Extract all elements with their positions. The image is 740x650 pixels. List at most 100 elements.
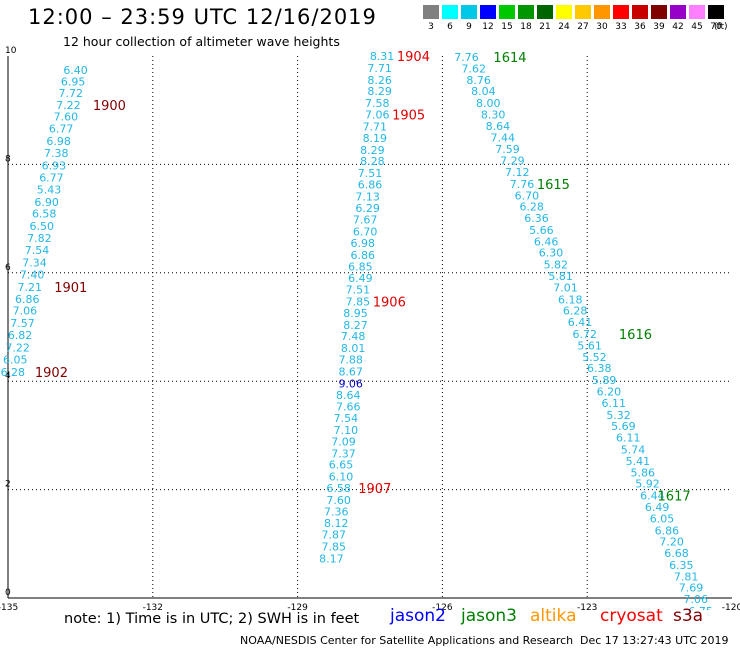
wave-height-value: 6.77 [49,123,74,136]
satellite-legend-s3a: s3a [673,606,704,626]
color-scale-label: 6 [447,22,453,32]
x-tick-label: -126 [432,603,453,610]
wave-height-value: 7.44 [490,131,515,144]
wave-height-value: 6.35 [669,559,694,572]
wave-height-value: 6.72 [573,328,598,341]
wave-height-value: 7.21 [17,281,42,294]
wave-height-value: 7.58 [365,97,390,110]
time-annotation: 1615 [537,178,570,193]
color-scale-swatch [518,5,534,19]
color-scale-label: 12 [482,22,494,32]
wave-height-value: 7.10 [334,424,359,437]
wave-height-value: 7.22 [5,342,30,355]
wave-height-value: 6.49 [348,272,373,285]
wave-height-value: 6.11 [601,397,626,410]
wave-height-value: 6.86 [351,249,376,262]
wave-height-value: 7.66 [336,401,361,414]
color-scale-swatch [537,5,553,19]
wave-height-value: 8.01 [341,342,366,355]
wave-height-value: 6.86 [15,293,40,306]
wave-height-value: 8.30 [481,109,506,122]
x-tick-label: -123 [577,603,597,610]
wave-height-value: 7.36 [324,505,349,518]
wave-height-value: 6.86 [358,178,383,191]
time-annotation: 1905 [392,109,425,124]
color-scale-swatch [499,5,515,19]
y-tick-label: 10 [5,46,17,56]
wave-height-value: 5.92 [635,478,660,491]
y-tick-label: 8 [5,154,11,164]
wave-height-value: 6.28 [519,201,544,214]
wave-height-value: 5.89 [592,374,617,387]
wave-height-value: 6.44 [640,490,665,503]
time-annotation: 1901 [54,281,87,296]
wave-height-value: 7.71 [367,62,392,75]
wave-height-value: 8.76 [466,74,491,87]
color-scale-label: 9 [466,22,472,32]
wave-height-value: 5.82 [544,259,569,272]
color-scale-label: 33 [615,22,627,32]
wave-height-value: 6.41 [568,316,593,329]
color-scale-swatch [689,5,705,19]
color-scale-swatch [708,5,724,19]
wave-height-value: 6.70 [515,189,540,202]
wave-height-value: 6.46 [534,235,559,248]
wave-height-value: 8.00 [476,97,501,110]
wave-height-value: 6.28 [1,366,26,379]
wave-height-value: 7.01 [553,281,578,294]
wave-height-value: 6.05 [3,354,28,367]
wave-height-value: 9.06 [338,377,363,390]
wave-height-value: 7.60 [54,111,79,124]
wave-height-value: 8.19 [363,132,388,145]
color-scale-label: 27 [577,22,589,32]
wave-height-value: 7.09 [331,435,356,448]
wave-height-value: 5.66 [529,224,554,237]
wave-height-value: 7.06 [365,109,390,122]
wave-height-value: 6.49 [645,501,670,514]
wave-height-value: 7.76 [510,178,535,191]
satellite-legend-jason3: jason3 [461,606,517,626]
wave-height-value: 7.85 [322,541,347,554]
wave-height-value: 5.86 [630,466,655,479]
time-annotation: 1902 [35,366,68,381]
note-text: note: 1) Time is in UTC; 2) SWH is in fe… [64,611,360,627]
color-scale-label: 30 [596,22,608,32]
color-scale-swatch [594,5,610,19]
wave-height-value: 7.71 [363,120,388,133]
time-annotation: 1904 [397,50,430,65]
wave-height-value: 5.41 [626,455,651,468]
wave-height-value: 6.90 [34,196,59,209]
color-scale-swatch [651,5,667,19]
wave-height-value: 6.65 [329,459,354,472]
color-scale-label: 42 [672,22,684,32]
wave-height-value: 7.29 [500,155,525,168]
wave-height-value: 6.28 [563,305,588,318]
wave-height-value: 6.98 [351,237,376,250]
wave-height-value: 6.86 [655,524,680,537]
wave-height-value: 5.43 [37,183,62,196]
wave-height-value: 8.29 [367,85,392,98]
x-tick-label: -135 [0,603,18,610]
wave-height-value: 7.51 [346,284,371,297]
wave-height-value: 7.48 [341,330,366,343]
time-annotation: 1900 [93,99,126,114]
wave-height-value: 7.88 [338,354,363,367]
wave-height-value: 5.32 [606,409,631,422]
wave-height-value: 6.93 [42,159,67,172]
wave-height-value: 6.50 [30,220,55,233]
wave-height-value: 6.95 [61,75,86,88]
wave-height-value: 6.29 [355,202,380,215]
wave-height-value: 7.22 [56,99,81,112]
wave-height-value: 6.10 [329,471,354,484]
color-scale-swatch [575,5,591,19]
color-scale-label: 39 [653,22,665,32]
chart-subtitle: 12 hour collection of altimeter wave hei… [63,34,340,49]
wave-height-value: 8.17 [319,552,344,565]
wave-height-value: 7.37 [331,447,356,460]
satellite-legend-altika: altika [530,606,577,626]
wave-height-value: 8.12 [324,517,349,530]
color-scale-label: 70 [710,22,722,32]
wave-height-plot: -135-132-129-126-123-12002468106.406.957… [0,46,740,610]
time-annotation: 1906 [373,296,406,311]
wave-height-value: 7.38 [44,147,69,160]
